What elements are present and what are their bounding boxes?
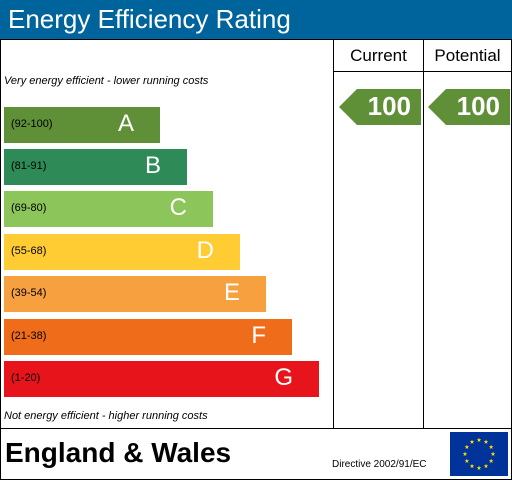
current-rating-arrow: 100 (339, 89, 421, 125)
band-e-letter: E (223, 279, 240, 306)
column-divider-potential (423, 39, 424, 428)
chart-title: Energy Efficiency Rating (8, 4, 291, 34)
band-c-letter: C (169, 194, 187, 221)
eu-star-icon (464, 444, 470, 449)
eu-star-icon (476, 437, 482, 442)
band-b: (81-91) B (4, 149, 187, 185)
potential-rating-value: 100 (456, 91, 500, 121)
column-header-current: Current (350, 46, 407, 65)
header-divider (333, 71, 511, 72)
current-rating-value: 100 (367, 91, 411, 121)
band-d-letter: D (196, 237, 214, 264)
eu-star-icon (483, 439, 489, 444)
eu-star-icon (469, 463, 475, 469)
eu-star-icon (476, 465, 482, 470)
band-b-range: (81-91) (11, 160, 47, 172)
band-d: (55-68) D (4, 234, 240, 270)
country-label: England & Wales (5, 437, 232, 468)
band-a: (92-100) A (4, 107, 160, 143)
eu-star-icon (462, 451, 468, 456)
eu-star-icon (469, 439, 475, 444)
band-a-letter: A (117, 110, 134, 137)
note-inefficient: Not energy efficient - higher running co… (4, 410, 208, 422)
band-d-range: (55-68) (11, 245, 47, 257)
band-g-letter: G (274, 364, 293, 391)
current-arrow-shape (339, 89, 421, 125)
band-f-letter: F (251, 322, 266, 349)
column-divider-current (333, 39, 334, 428)
band-g-range: (1-20) (11, 372, 41, 384)
eu-star-icon (464, 458, 470, 463)
column-header-potential: Potential (434, 46, 501, 65)
potential-arrow-shape (428, 89, 510, 125)
band-b-letter: B (144, 152, 161, 179)
band-e-range: (39-54) (11, 287, 47, 299)
band-g: (1-20) G (4, 361, 319, 397)
band-f: (21-38) F (4, 319, 292, 355)
title-bar: Energy Efficiency Rating (0, 0, 512, 39)
band-c: (69-80) C (4, 191, 213, 227)
footer-divider (0, 428, 511, 429)
eu-star-icon (483, 463, 489, 469)
band-e: (39-54) E (4, 276, 266, 312)
note-efficient: Very energy efficient - lower running co… (4, 75, 209, 87)
potential-rating-arrow: 100 (428, 89, 510, 125)
eu-star-icon (488, 458, 494, 463)
directive-label: Directive 2002/91/EC (332, 459, 427, 470)
band-c-range: (69-80) (11, 202, 47, 214)
eu-flag-icon (450, 432, 508, 476)
band-a-range: (92-100) (11, 118, 53, 130)
band-f-range: (21-38) (11, 330, 47, 342)
eu-star-icon (490, 451, 496, 456)
eu-star-icon (488, 444, 494, 449)
